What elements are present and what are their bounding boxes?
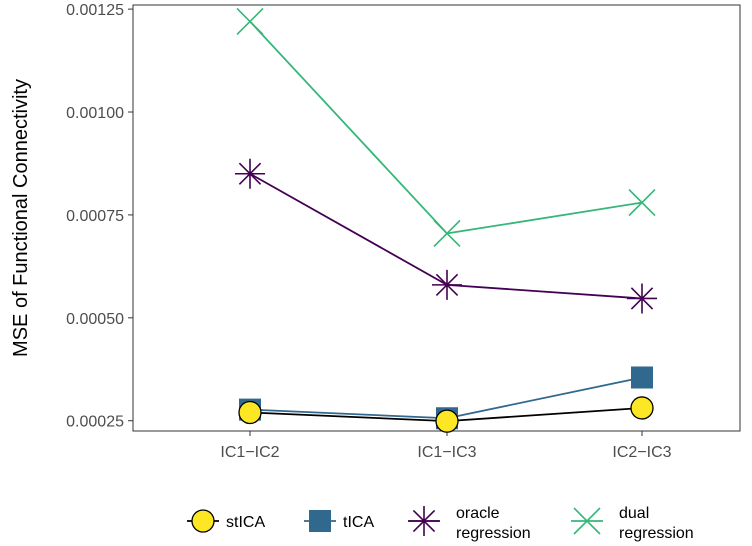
data-point-stica <box>435 409 459 433</box>
legend-label: tICA <box>343 514 374 531</box>
y-tick-label: 0.00125 <box>66 2 124 19</box>
legend-key-square <box>309 510 331 532</box>
data-point-oracle-regression <box>235 158 265 189</box>
legend-key-star <box>409 506 439 536</box>
series-dual-regression <box>236 7 656 248</box>
y-axis: 0.00025 0.00050 0.00075 0.00100 0.00125 <box>66 2 133 431</box>
y-tick-label: 0.00050 <box>66 311 124 328</box>
data-point-tica <box>631 366 653 389</box>
data-point-oracle-regression <box>432 269 462 300</box>
data-point-dual-regression <box>433 219 461 248</box>
legend-label: regression <box>456 525 531 542</box>
y-tick-label: 0.00100 <box>66 105 124 122</box>
y-axis-title: MSE of Functional Connectivity <box>10 79 32 357</box>
data-point-stica <box>238 400 262 425</box>
legend-item-tica: tICA <box>304 510 374 532</box>
x-tick-label: IC1−IC3 <box>417 444 476 461</box>
series-oracle-regression <box>235 158 657 314</box>
series-stica <box>238 396 654 433</box>
data-point-oracle-regression <box>627 283 657 314</box>
legend-label: stICA <box>226 514 265 531</box>
legend: stICA tICA oracle regression dual regression <box>187 505 694 542</box>
legend-item-oracle-regression: oracle regression <box>408 505 531 542</box>
x-tick-label: IC1−IC2 <box>220 444 279 461</box>
legend-item-stica: stICA <box>187 509 265 533</box>
data-point-dual-regression <box>236 7 264 36</box>
legend-key-circle <box>191 509 215 533</box>
y-tick-label: 0.00025 <box>66 414 124 431</box>
plot-panel <box>132 4 741 432</box>
legend-item-dual-regression: dual regression <box>571 505 694 542</box>
data-point-dual-regression <box>628 188 656 217</box>
data-point-stica <box>630 396 654 420</box>
x-axis: IC1−IC2 IC1−IC3 IC2−IC3 <box>220 431 672 461</box>
legend-label: oracle <box>456 505 500 522</box>
y-tick-label: 0.00075 <box>66 208 124 225</box>
legend-key-x <box>573 507 601 535</box>
legend-label: dual <box>619 505 649 522</box>
series-layer <box>235 7 657 433</box>
legend-label: regression <box>619 525 694 542</box>
x-tick-label: IC2−IC3 <box>612 444 671 461</box>
